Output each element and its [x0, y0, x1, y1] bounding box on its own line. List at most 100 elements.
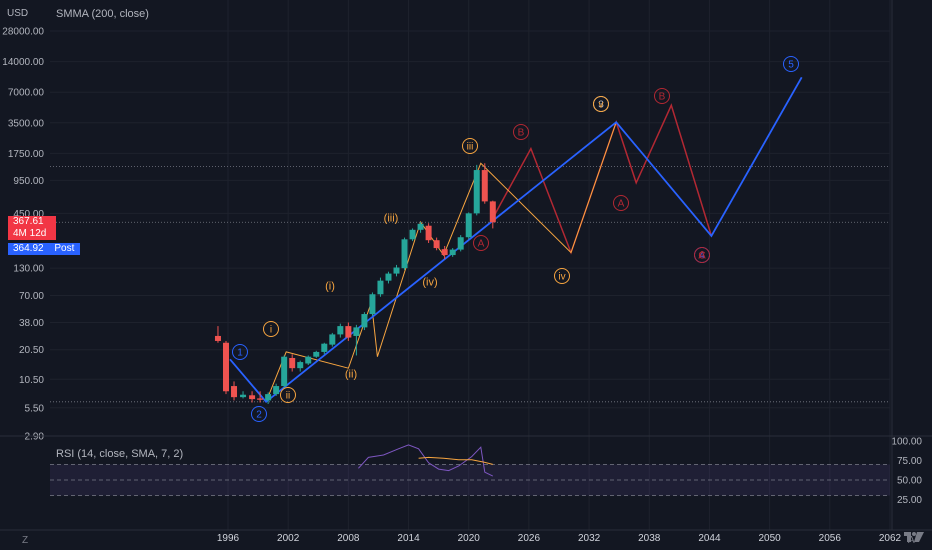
y-tick-label: 70.00	[19, 291, 44, 302]
y-tick-label: 950.00	[13, 176, 44, 187]
post-label: Post	[54, 243, 75, 254]
candle-body	[257, 398, 264, 400]
wave-label-ii-circle	[280, 387, 296, 403]
rsi-ma-line	[418, 456, 493, 465]
wave-label-red-a1-text: A	[478, 239, 485, 250]
zoom-icon[interactable]: Z	[22, 535, 28, 546]
wave-label-iii-text: iii	[467, 142, 474, 153]
candle	[249, 391, 256, 403]
candle-body	[361, 314, 368, 328]
candle	[489, 200, 496, 229]
auto-scale-icon[interactable]: A	[908, 535, 915, 546]
post-market-tag: 364.92 Post	[8, 243, 80, 255]
wave-label-v: v	[593, 96, 609, 112]
rsi-tick-label: 100.00	[891, 437, 922, 448]
rsi-label[interactable]: RSI (14, close, SMA, 7, 2)	[56, 448, 183, 460]
wave-label-v-circle	[593, 96, 609, 112]
candle-body	[231, 386, 238, 398]
wave-label-4-text: 4	[699, 251, 705, 262]
wave-label-paren-i-text: (i)	[325, 281, 335, 293]
candle-body	[329, 334, 336, 345]
wave-blue-line	[229, 76, 803, 404]
candle	[313, 350, 320, 358]
wave-label-red-b1-text: B	[518, 128, 525, 139]
wave-label-iv-text: iv	[558, 272, 565, 283]
y-tick-label: 3500.00	[8, 118, 45, 129]
wave-label-5-circle	[783, 56, 799, 72]
wave-label-red-a2-text: A	[618, 199, 625, 210]
wave-label-red-a2-circle	[613, 195, 629, 211]
x-tick-label: 2026	[518, 533, 541, 544]
y-tick-label: 38.00	[19, 318, 44, 329]
wave-label-ii: ii	[280, 387, 296, 403]
y-tick-label: 28000.00	[2, 27, 44, 38]
indicator-label[interactable]: SMMA (200, close)	[56, 8, 149, 20]
wave-label-i-circle	[263, 321, 279, 337]
candle-body	[473, 170, 480, 214]
candle-body	[425, 225, 432, 241]
wave-label-paren-iii-text: (iii)	[384, 213, 399, 225]
candle	[281, 355, 288, 389]
x-tick-label: 2038	[638, 533, 661, 544]
y-tick-label: 130.00	[13, 264, 44, 275]
candle-body	[353, 327, 360, 336]
candle	[377, 277, 384, 297]
candle-body	[393, 267, 400, 274]
wave-label-paren-iii: (iii)	[384, 213, 399, 225]
candle	[361, 312, 368, 331]
candle-body	[481, 170, 488, 202]
candle	[265, 392, 272, 404]
wave-label-i: i	[263, 321, 279, 337]
candle-body	[305, 356, 312, 364]
candle	[409, 228, 416, 242]
grid-lines	[50, 0, 891, 530]
candle-body	[449, 249, 456, 256]
candle-body	[222, 342, 229, 392]
rsi-tick-label: 50.00	[897, 476, 922, 487]
wave-label-3-text: 3	[598, 100, 604, 111]
candle-body	[214, 335, 221, 341]
candle-body	[385, 273, 392, 281]
candle	[329, 332, 336, 347]
wave-label-1-circle	[232, 344, 248, 360]
y-tick-label: 450.00	[13, 209, 44, 220]
elliott-wave-lines	[229, 76, 803, 404]
x-tick-label: 2002	[277, 533, 300, 544]
wave-label-red-a3: A	[698, 250, 706, 262]
candle-body	[297, 362, 304, 369]
candle	[289, 354, 296, 372]
candle	[401, 237, 408, 270]
wave-label-i-text: i	[270, 325, 272, 336]
candle	[481, 163, 488, 204]
candle-body	[433, 240, 440, 249]
candle	[433, 237, 440, 251]
x-tick-label: 2032	[578, 533, 601, 544]
candle-body	[441, 249, 448, 256]
candle-body	[273, 386, 280, 395]
candle	[240, 391, 247, 399]
x-tick-label: 2008	[337, 533, 360, 544]
wave-label-red-b1-circle	[513, 124, 529, 140]
candle	[369, 292, 376, 316]
wave-label-iv: iv	[554, 268, 570, 284]
last-price-value: 367.61	[13, 216, 44, 227]
candle-body	[321, 343, 328, 352]
wave-label-red-a1: A	[473, 235, 489, 251]
candle	[337, 323, 344, 338]
rsi-tick-label: 25.00	[897, 495, 922, 506]
candle	[417, 221, 424, 233]
candle	[465, 212, 472, 240]
wave-label-5: 5	[783, 56, 799, 72]
wave-label-2-text: 2	[256, 410, 262, 421]
candle	[441, 245, 448, 260]
candle-body	[489, 201, 496, 223]
wave-label-paren-ii-text: (ii)	[345, 369, 357, 381]
wave-label-5-text: 5	[788, 60, 794, 71]
candle-body	[457, 237, 464, 250]
candle	[305, 355, 312, 366]
candle	[273, 383, 280, 396]
rsi-pane: 100.00 75.00 50.00 25.00	[50, 437, 922, 506]
wave-label-red-a1-circle	[473, 235, 489, 251]
